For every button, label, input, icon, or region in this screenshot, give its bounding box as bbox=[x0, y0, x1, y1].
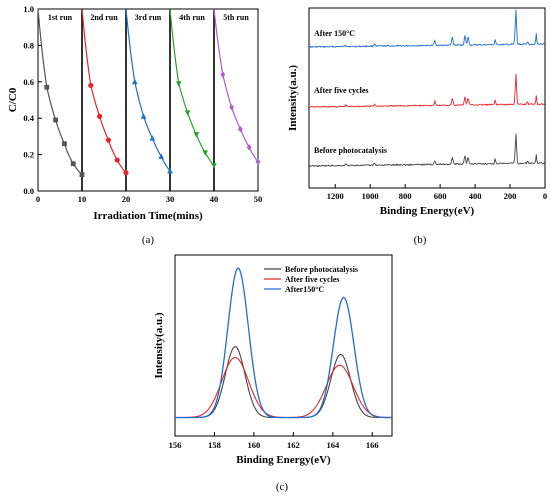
data-point bbox=[53, 117, 58, 123]
series-4 bbox=[169, 8, 217, 169]
x-tick-label: 156 bbox=[169, 440, 182, 450]
data-point bbox=[176, 81, 182, 87]
series-line bbox=[308, 73, 545, 108]
run-label: 2nd run bbox=[90, 13, 118, 22]
x-tick-label: 40 bbox=[210, 194, 219, 204]
data-point bbox=[158, 153, 164, 159]
y-axis-label: C/C0 bbox=[7, 87, 19, 112]
plot-frame bbox=[37, 8, 259, 192]
series-line bbox=[175, 356, 393, 419]
panel-label-c: (c) bbox=[276, 481, 289, 493]
data-point bbox=[114, 157, 120, 163]
series-line bbox=[81, 8, 127, 174]
y-tick-label: 0.4 bbox=[23, 113, 34, 123]
x-tick-label: 200 bbox=[504, 191, 517, 201]
data-point bbox=[132, 78, 138, 85]
x-tick-label: 158 bbox=[208, 440, 221, 450]
data-point bbox=[79, 172, 85, 178]
run-label: 3rd run bbox=[135, 13, 162, 22]
x-tick-label: 164 bbox=[326, 440, 340, 450]
x-axis-label: Binding Energy(eV) bbox=[380, 205, 475, 217]
x-axis-label: Binding Energy(eV) bbox=[236, 454, 331, 466]
plot-frame bbox=[174, 254, 393, 437]
x-tick-label: 800 bbox=[399, 191, 412, 201]
data-point bbox=[229, 104, 234, 111]
y-axis-label: Intensity(a.u.) bbox=[153, 312, 165, 378]
series-3: After150°C bbox=[175, 267, 392, 419]
x-tick-label: 600 bbox=[434, 191, 447, 201]
run-label: 1st run bbox=[48, 13, 73, 22]
data-point bbox=[62, 141, 67, 147]
series-line bbox=[213, 8, 259, 163]
x-tick-label: 1000 bbox=[362, 191, 379, 201]
series-1 bbox=[37, 8, 85, 178]
data-point bbox=[140, 113, 147, 119]
legend-entry: Before photocatalysis bbox=[285, 265, 358, 274]
x-tick-label: 1200 bbox=[327, 191, 344, 201]
series-3: Before photocatalysis bbox=[308, 133, 545, 168]
x-tick-label: 20 bbox=[122, 194, 131, 204]
x-tick-label: 50 bbox=[254, 194, 263, 204]
series-line bbox=[169, 8, 215, 166]
series-label: After 150°C bbox=[314, 29, 355, 38]
series-line bbox=[308, 133, 545, 168]
data-point bbox=[246, 144, 252, 151]
y-tick-label: 0.6 bbox=[23, 77, 34, 87]
series-line bbox=[175, 267, 392, 419]
series-2: After five cycles bbox=[308, 73, 545, 108]
data-point bbox=[255, 158, 261, 166]
x-tick-label: 162 bbox=[287, 440, 300, 450]
data-point bbox=[97, 113, 103, 119]
data-point bbox=[184, 110, 191, 116]
data-point bbox=[202, 150, 208, 156]
data-point bbox=[211, 163, 217, 169]
legend-entry: After150°C bbox=[285, 285, 324, 294]
data-point bbox=[193, 132, 200, 138]
series-5 bbox=[213, 8, 261, 166]
series-2 bbox=[81, 8, 129, 176]
x-tick-label: 0 bbox=[36, 194, 40, 204]
data-point bbox=[167, 167, 173, 174]
series-1: Before photocatalysis bbox=[175, 265, 392, 419]
plot-frame bbox=[308, 7, 546, 189]
panel-b: 1200 1000 800 600 400 200 0 After 150°C After fi… bbox=[287, 7, 547, 246]
data-point bbox=[149, 135, 156, 141]
x-tick-label: 400 bbox=[469, 191, 482, 201]
legend-entry: After five cycles bbox=[285, 275, 340, 284]
series-line bbox=[308, 9, 545, 49]
y-tick-label: 0.8 bbox=[23, 40, 34, 50]
series-label: After five cycles bbox=[314, 86, 369, 95]
x-tick-label: 30 bbox=[166, 194, 175, 204]
data-point bbox=[123, 170, 129, 176]
data-point bbox=[220, 71, 226, 78]
series-label: Before photocatalysis bbox=[314, 146, 387, 155]
data-point bbox=[238, 125, 243, 133]
series-line bbox=[37, 8, 83, 176]
x-tick-label: 160 bbox=[248, 440, 261, 450]
data-point bbox=[88, 82, 94, 89]
x-tick-label: 0 bbox=[543, 191, 547, 201]
series-line bbox=[125, 8, 171, 172]
run-label: 5th run bbox=[223, 13, 249, 22]
y-tick-label: 1.0 bbox=[23, 4, 34, 14]
panel-label-a: (a) bbox=[142, 234, 155, 246]
data-point bbox=[70, 161, 76, 167]
panel-a: 0 10 20 30 40 50 0.0 0.2 0.4 0.6 0.8 1.0 1st run 2nd … bbox=[7, 4, 262, 246]
series-1: After 150°C bbox=[308, 9, 545, 49]
series-2: After five cycles bbox=[175, 275, 393, 419]
y-tick-label: 0.0 bbox=[23, 186, 34, 196]
panel-label-b: (b) bbox=[414, 234, 427, 246]
run-label: 4th run bbox=[179, 13, 205, 22]
y-axis-label: Intensity(a.u.) bbox=[287, 65, 299, 131]
y-tick-label: 0.2 bbox=[23, 150, 34, 160]
x-axis-label: Irradiation Time(mins) bbox=[93, 210, 203, 222]
series-3 bbox=[125, 8, 173, 174]
x-tick-label: 166 bbox=[366, 440, 379, 450]
data-point bbox=[44, 84, 50, 90]
data-point bbox=[105, 137, 111, 143]
x-tick-label: 10 bbox=[78, 194, 87, 204]
